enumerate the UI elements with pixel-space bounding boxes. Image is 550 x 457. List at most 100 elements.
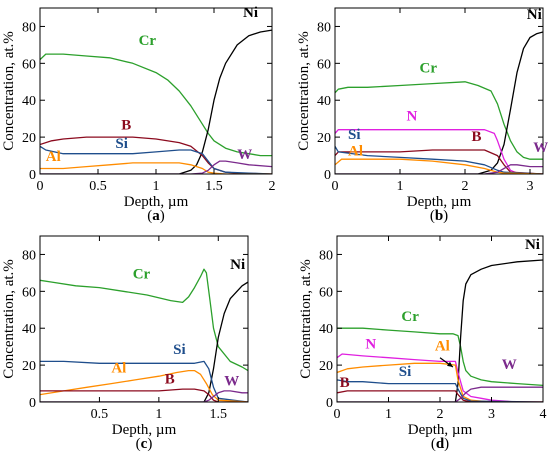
panel-a-x-axis-label: Depth, µm — [124, 194, 189, 210]
panel-a-ytick-label: 60 — [22, 57, 36, 72]
panel-d-ytick-label: 80 — [319, 248, 333, 263]
panel-c-series-label-cr: Cr — [133, 266, 151, 282]
panel-c-series-label-al: Al — [111, 360, 126, 376]
panel-d-series-label-w: W — [502, 357, 517, 373]
panel-c-line-ni — [40, 281, 248, 402]
panel-b-series-label-b: B — [472, 129, 482, 145]
panel-d-ytick-label: 20 — [319, 359, 333, 374]
panel-b: 0 1 2 3 0 20 40 60 80 Depth, µm Concentration, at.… — [296, 7, 548, 224]
panel-d-xtick-label: 2 — [437, 407, 444, 422]
panel-a-series-label-si: Si — [115, 136, 128, 152]
panel-a-xtick-label: 2 — [269, 179, 276, 194]
panel-c-ytick-label: 80 — [22, 248, 36, 263]
panel-d-xtick-label: 4 — [540, 407, 547, 422]
panel-c-line-si — [40, 360, 248, 402]
panel-d-xtick-label: 0 — [334, 407, 341, 422]
panel-b-y-axis-label: Concentration, at.% — [296, 31, 312, 151]
panel-b-x-axis-label: Depth, µm — [407, 194, 472, 210]
panel-a-line-cr — [40, 53, 272, 157]
panel-a-line-si — [40, 145, 272, 174]
panel-a-series-label-ni: Ni — [243, 5, 258, 21]
panel-d-series-label-al: Al — [435, 338, 450, 354]
panel-d-line-n — [337, 353, 543, 402]
panel-b-xtick-label: 3 — [527, 179, 534, 194]
panel-c-series-label-w: W — [224, 373, 239, 389]
panel-c-ytick-label: 0 — [29, 396, 36, 411]
panel-c-xtick-label: 0.5 — [91, 407, 109, 422]
panel-d-line-si — [337, 379, 543, 402]
panel-a-xtick-label: 0 — [37, 179, 44, 194]
panel-d-ytick-label: 40 — [319, 322, 333, 337]
panel-d-xtick-label: 3 — [488, 407, 495, 422]
panel-d-annotation-arrow-head — [446, 361, 453, 367]
panel-b-ytick-label: 80 — [317, 20, 331, 35]
panel-c-ytick-label: 60 — [22, 285, 36, 300]
panel-c-line-w — [40, 390, 248, 402]
panel-a-line-ni — [40, 29, 272, 174]
panel-a-y-axis-label: Concentration, at.% — [1, 31, 17, 151]
panel-d-xtick-label: 1 — [385, 407, 392, 422]
panel-a-series-label-cr: Cr — [139, 33, 157, 49]
panel-c-series-label-b: B — [165, 372, 175, 388]
panel-a-series-label-b: B — [121, 118, 131, 134]
panel-a-series-label-w: W — [237, 147, 252, 163]
panel-b-series-label-w: W — [533, 140, 548, 156]
panel-c-ytick-label: 40 — [22, 322, 36, 337]
panel-b-series-label-al: Al — [348, 144, 363, 160]
panel-d-y-axis-label: Concentration, at.% — [298, 259, 314, 379]
panel-b-panel-label: (b) — [430, 208, 448, 224]
panel-b-series — [335, 31, 543, 174]
panel-d-series-label-ni: Ni — [525, 237, 540, 253]
panel-b-line-n — [335, 129, 543, 174]
panel-c-y-axis-label: Concentration, at.% — [1, 259, 17, 379]
panel-c: 0.5 1 1.5 0 20 40 60 80 Depth, µm Concentration, … — [1, 235, 249, 452]
panel-b-series-label-cr: Cr — [420, 61, 438, 77]
panel-c-axes-frame — [39, 235, 249, 403]
panel-c-x-axis-label: Depth, µm — [112, 422, 177, 438]
panel-d-series-label-b: B — [340, 375, 350, 391]
panel-d-line-cr — [337, 327, 543, 387]
panel-a-ytick-label: 80 — [22, 20, 36, 35]
panel-d-series-label-si: Si — [399, 364, 412, 380]
panel-d-series — [337, 259, 543, 402]
panel-b-xtick-label: 2 — [462, 179, 469, 194]
panel-d-ytick-label: 0 — [326, 396, 333, 411]
panel-c-xtick-label: 1 — [155, 407, 162, 422]
panel-d-line-w — [337, 386, 543, 402]
panel-b-xtick-label: 1 — [397, 179, 404, 194]
panel-d-series-label-cr: Cr — [401, 309, 419, 325]
panel-b-line-cr — [335, 81, 543, 160]
panel-b-series-label-ni: Ni — [527, 7, 542, 23]
panel-d-series-label-n: N — [365, 337, 376, 353]
panel-b-ytick-label: 0 — [324, 168, 331, 183]
panel-d-axes-frame — [336, 235, 544, 403]
panel-a-xtick-label: 1 — [153, 179, 160, 194]
panel-b-line-ni — [335, 31, 543, 174]
panel-b-ytick-label: 40 — [317, 94, 331, 109]
panel-b-ytick-label: 20 — [317, 131, 331, 146]
panel-c-line-cr — [40, 268, 248, 372]
panel-b-ytick-label: 60 — [317, 57, 331, 72]
panel-d-panel-label: (d) — [431, 436, 449, 452]
panel-b-axes-frame — [334, 7, 544, 175]
panel-b-series-label-n: N — [407, 109, 418, 125]
panel-c-line-al — [40, 369, 248, 402]
panel-a-xtick-label: 1.5 — [205, 179, 223, 194]
panel-c-series — [40, 268, 248, 402]
panel-b-line-si — [335, 145, 543, 174]
panel-b-xtick-label: 0 — [332, 179, 339, 194]
panel-c-series-label-si: Si — [173, 342, 186, 358]
panel-d-ytick-label: 60 — [319, 285, 333, 300]
panel-c-xtick-label: 1.5 — [210, 407, 228, 422]
panel-b-series-label-si: Si — [348, 127, 361, 143]
panel-d-line-b — [337, 390, 543, 402]
panel-c-panel-label: (c) — [136, 436, 153, 452]
panel-d-x-axis-label: Depth, µm — [408, 422, 473, 438]
panel-a-series-label-al: Al — [46, 149, 61, 165]
panel-c-ytick-label: 20 — [22, 359, 36, 374]
panel-a-ytick-label: 40 — [22, 94, 36, 109]
panel-d-line-ni — [337, 259, 543, 402]
panel-a-panel-label: (a) — [147, 208, 165, 224]
